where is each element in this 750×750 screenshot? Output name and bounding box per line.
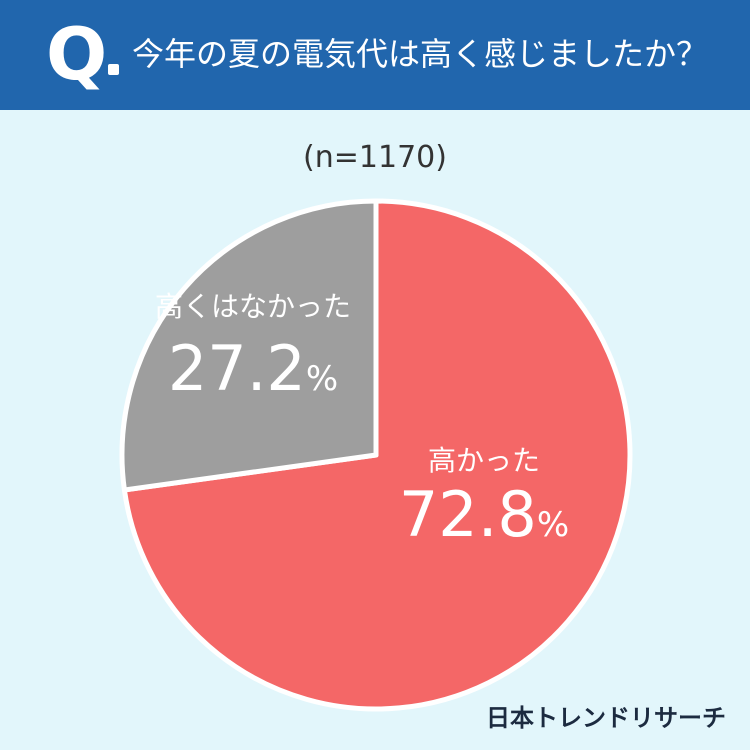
sample-size: (n=1170) xyxy=(303,140,447,175)
pie-slice-1 xyxy=(119,198,379,493)
slice-label-0: 高かった xyxy=(428,444,540,477)
brand-logo: 日本トレンドリサーチ xyxy=(486,704,726,732)
q-label: Q xyxy=(46,12,108,96)
slice-value-0: 72.8% xyxy=(399,478,569,551)
question-header: Q 今年の夏の電気代は高く感じましたか？ xyxy=(0,0,750,110)
slice-label-1: 高くはなかった xyxy=(155,290,351,323)
q-dot xyxy=(108,64,119,75)
question-text: 今年の夏の電気代は高く感じましたか？ xyxy=(132,35,709,73)
slice-value-1: 27.2% xyxy=(168,332,338,405)
